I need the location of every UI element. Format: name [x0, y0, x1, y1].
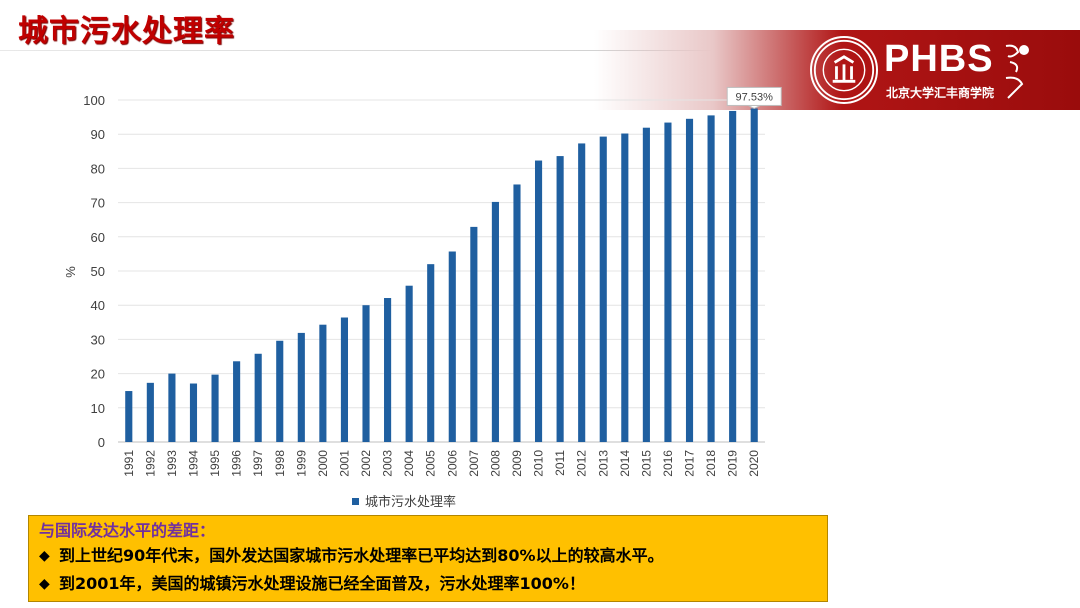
x-tick-label: 2002	[359, 450, 373, 477]
bar	[621, 133, 629, 443]
x-tick-label: 2004	[402, 450, 416, 477]
x-tick-label: 2017	[683, 450, 697, 477]
bar	[664, 122, 672, 443]
y-tick-label: 30	[91, 332, 105, 347]
comparison-callout: 与国际发达水平的差距： ◆ 到上世纪90年代末，国外发达国家城市污水处理率已平均…	[28, 515, 828, 602]
diamond-bullet-icon: ◆	[39, 548, 50, 564]
bar	[297, 332, 305, 442]
callout-heading: 与国际发达水平的差距：	[39, 521, 216, 540]
slide-title: 城市污水处理率	[18, 14, 235, 49]
bar	[427, 264, 435, 442]
phbs-subtitle: 北京大学汇丰商学院	[886, 86, 995, 100]
data-callout-box	[726, 86, 782, 106]
x-tick-label: 2019	[726, 450, 740, 477]
bar	[491, 201, 499, 442]
y-tick-label: 80	[91, 161, 105, 176]
bar	[233, 361, 241, 442]
x-tick-label: 1993	[165, 450, 179, 477]
x-tick-label: 1997	[251, 450, 265, 477]
y-tick-label: 50	[91, 264, 105, 279]
x-tick-label: 2005	[424, 450, 438, 477]
bar	[729, 110, 737, 442]
y-tick-label: 70	[91, 196, 105, 211]
x-tick-label: 1996	[230, 450, 244, 477]
x-tick-label: 1992	[143, 450, 157, 477]
x-tick-label: 2018	[704, 450, 718, 477]
bar	[340, 317, 349, 442]
calligraphy-seal	[1005, 44, 1029, 99]
bar	[599, 136, 607, 442]
y-tick-label: 0	[98, 435, 105, 450]
legend-swatch	[352, 498, 359, 505]
x-tick-label: 2011	[553, 450, 567, 476]
phbs-wordmark: PHBS	[884, 38, 994, 80]
x-tick-label: 2000	[316, 450, 330, 477]
x-tick-label: 2014	[618, 450, 632, 477]
x-tick-label: 2007	[467, 450, 481, 477]
y-axis-label: %	[63, 266, 78, 278]
y-tick-label: 90	[91, 127, 105, 142]
bar	[448, 251, 456, 442]
x-tick-label: 1999	[294, 450, 308, 477]
x-tick-label: 1998	[273, 450, 287, 477]
bar	[750, 108, 758, 443]
x-tick-label: 1995	[208, 450, 222, 477]
bar	[189, 383, 198, 442]
x-tick-label: 2003	[381, 450, 395, 477]
x-tick-label: 2001	[337, 450, 351, 477]
bar	[534, 160, 543, 442]
bar	[168, 373, 176, 442]
callout-bullet-1: ◆ 到上世纪90年代末，国外发达国家城市污水处理率已平均达到80%以上的较高水平…	[39, 542, 817, 570]
brand-banner	[0, 30, 1080, 110]
bar	[384, 298, 392, 442]
bar	[685, 118, 694, 442]
x-tick-label: 1994	[186, 450, 200, 477]
bar	[405, 285, 413, 442]
x-tick-label: 2020	[747, 450, 761, 477]
bar	[470, 226, 478, 442]
x-tick-label: 2006	[445, 450, 459, 477]
x-tick-label: 2013	[596, 450, 610, 477]
callout-bullet-2: ◆ 到2001年，美国的城镇污水处理设施已经全面普及，污水处理率100%！	[39, 570, 817, 598]
bar	[276, 340, 284, 442]
callout-bullet-text: 到上世纪90年代末，国外发达国家城市污水处理率已平均达到80%以上的较高水平。	[59, 546, 664, 565]
bar	[125, 391, 133, 442]
bar	[146, 382, 154, 442]
bar	[211, 374, 219, 442]
x-tick-label: 2008	[488, 450, 502, 477]
bar	[513, 184, 521, 442]
data-label: 97.53%	[736, 91, 774, 103]
bar	[707, 115, 715, 442]
bar	[578, 143, 586, 442]
bar	[362, 305, 370, 442]
y-tick-label: 10	[91, 401, 105, 416]
x-tick-label: 2016	[661, 450, 675, 477]
legend-label: 城市污水处理率	[365, 494, 456, 510]
y-tick-label: 60	[91, 230, 105, 245]
x-tick-label: 2015	[639, 450, 653, 477]
wastewater-treatment-chart: 0 10 20 30 40 50 60 70 80 90 100% 1991 1992 1993 1994 1…	[63, 86, 782, 510]
x-tick-label: 2010	[532, 450, 546, 477]
bar	[642, 127, 650, 443]
x-tick-label: 1991	[122, 450, 136, 477]
x-tick-label: 2009	[510, 450, 524, 477]
bar	[254, 353, 262, 442]
bar	[319, 324, 327, 442]
y-tick-label: 40	[91, 298, 105, 313]
x-tick-label: 2012	[575, 450, 589, 477]
bar	[556, 156, 564, 442]
phbs-logo: PHBS 北京大学汇丰商学院	[810, 36, 1080, 108]
callout-bullet-text: 到2001年，美国的城镇污水处理设施已经全面普及，污水处理率100%！	[59, 574, 585, 593]
y-tick-label: 100	[83, 93, 105, 108]
university-seal-icon	[810, 36, 878, 104]
diamond-bullet-icon: ◆	[39, 576, 50, 592]
y-tick-label: 20	[91, 367, 105, 382]
